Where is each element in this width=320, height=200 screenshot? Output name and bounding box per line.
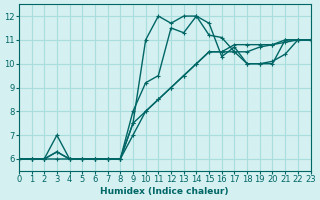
X-axis label: Humidex (Indice chaleur): Humidex (Indice chaleur) <box>100 187 229 196</box>
